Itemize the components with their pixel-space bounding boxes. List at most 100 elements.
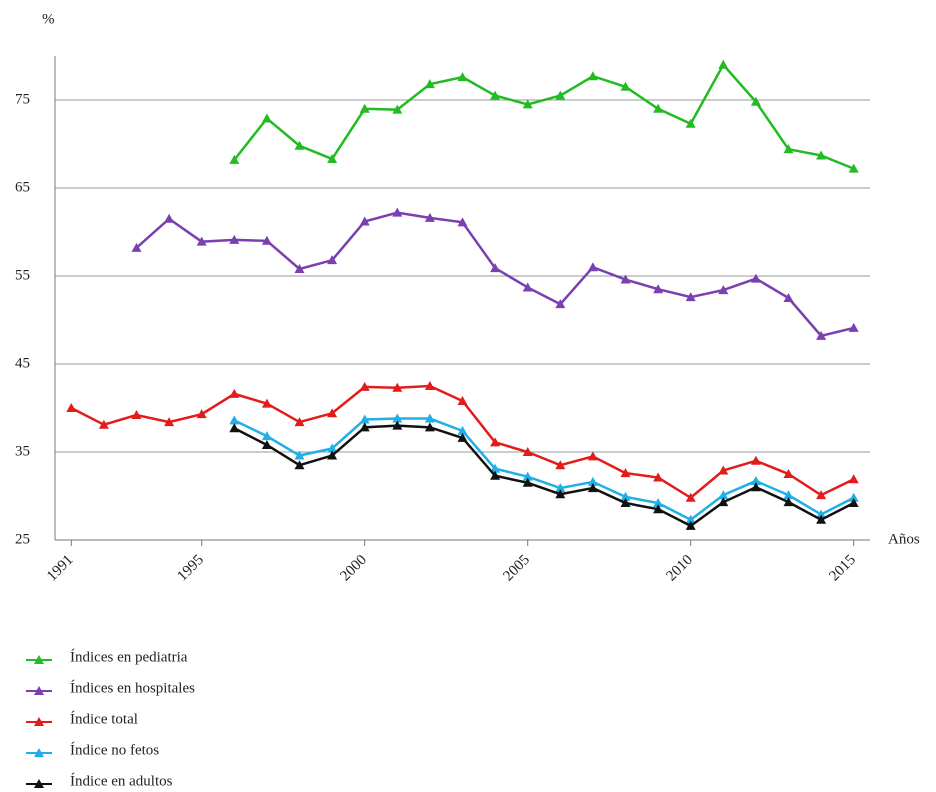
point (620, 468, 631, 478)
point (424, 381, 435, 390)
point (457, 432, 468, 442)
point (848, 163, 859, 173)
point (653, 504, 664, 514)
point (587, 262, 598, 272)
point (164, 417, 175, 427)
x-tick-label: 2000 (337, 552, 370, 585)
legend-marker (34, 686, 44, 695)
point (392, 420, 403, 430)
point (457, 425, 468, 435)
legend-marker (34, 655, 44, 664)
point (457, 395, 468, 405)
point (327, 408, 338, 418)
point (685, 492, 696, 502)
point (685, 292, 696, 302)
point (783, 497, 794, 507)
legend-marker (34, 748, 44, 757)
y-tick-label: 35 (15, 443, 30, 459)
point (229, 415, 240, 425)
point (457, 72, 468, 82)
point (848, 492, 859, 502)
series-line (233, 417, 855, 522)
point (490, 463, 501, 473)
point (229, 234, 240, 244)
point (229, 388, 240, 398)
legend-label: Índice en adultos (70, 772, 173, 789)
point (750, 96, 761, 106)
y-tick-label: 45 (15, 355, 30, 371)
y-tick-label: 55 (15, 267, 30, 283)
point (261, 439, 272, 449)
point (522, 447, 533, 456)
point (783, 490, 794, 500)
point (653, 498, 664, 508)
y-tick-label: 65 (15, 179, 30, 195)
point (424, 422, 435, 432)
point (685, 118, 696, 128)
point (555, 460, 566, 470)
point (229, 423, 240, 433)
point (261, 398, 272, 408)
point (392, 382, 403, 392)
x-tick-label: 1995 (174, 552, 207, 585)
point (816, 150, 827, 160)
point (685, 514, 696, 524)
point (653, 284, 664, 294)
point (816, 330, 827, 340)
point (620, 81, 631, 91)
point (327, 450, 338, 460)
point (718, 59, 729, 69)
point (555, 90, 566, 100)
legend-label: Índices en hospitales (70, 679, 195, 696)
point (555, 299, 566, 309)
point (750, 476, 761, 486)
legend-label: Índice no fetos (70, 741, 159, 758)
point (359, 216, 370, 226)
point (522, 471, 533, 481)
point (653, 472, 664, 482)
point (750, 482, 761, 492)
point (555, 483, 566, 493)
point (620, 498, 631, 508)
point (522, 99, 533, 109)
x-tick-label: 2015 (826, 552, 859, 585)
point (294, 263, 305, 273)
legend-marker (34, 779, 44, 788)
point (816, 509, 827, 519)
point (359, 422, 370, 432)
point (424, 212, 435, 222)
point (490, 437, 501, 447)
point (750, 455, 761, 465)
point (294, 450, 305, 460)
point (294, 460, 305, 470)
point (196, 236, 207, 246)
series-line (135, 211, 854, 338)
point (359, 414, 370, 424)
point (816, 514, 827, 524)
point (359, 381, 370, 391)
series-line (233, 424, 855, 528)
point (848, 498, 859, 508)
point (490, 263, 501, 273)
point (620, 274, 631, 284)
point (718, 497, 729, 507)
point (522, 282, 533, 292)
point (653, 103, 664, 113)
x-axis-label: Años (888, 531, 920, 547)
point (196, 409, 207, 419)
point (424, 79, 435, 89)
point (131, 242, 142, 252)
point (327, 255, 338, 265)
point (555, 489, 566, 499)
point (783, 293, 794, 302)
point (587, 71, 598, 81)
point (718, 465, 729, 475)
legend-label: Índice total (70, 710, 138, 727)
point (392, 413, 403, 423)
point (294, 140, 305, 150)
point (359, 103, 370, 113)
series-line (233, 62, 855, 170)
point (229, 154, 240, 164)
legend-label: Índices en pediatria (70, 648, 188, 665)
